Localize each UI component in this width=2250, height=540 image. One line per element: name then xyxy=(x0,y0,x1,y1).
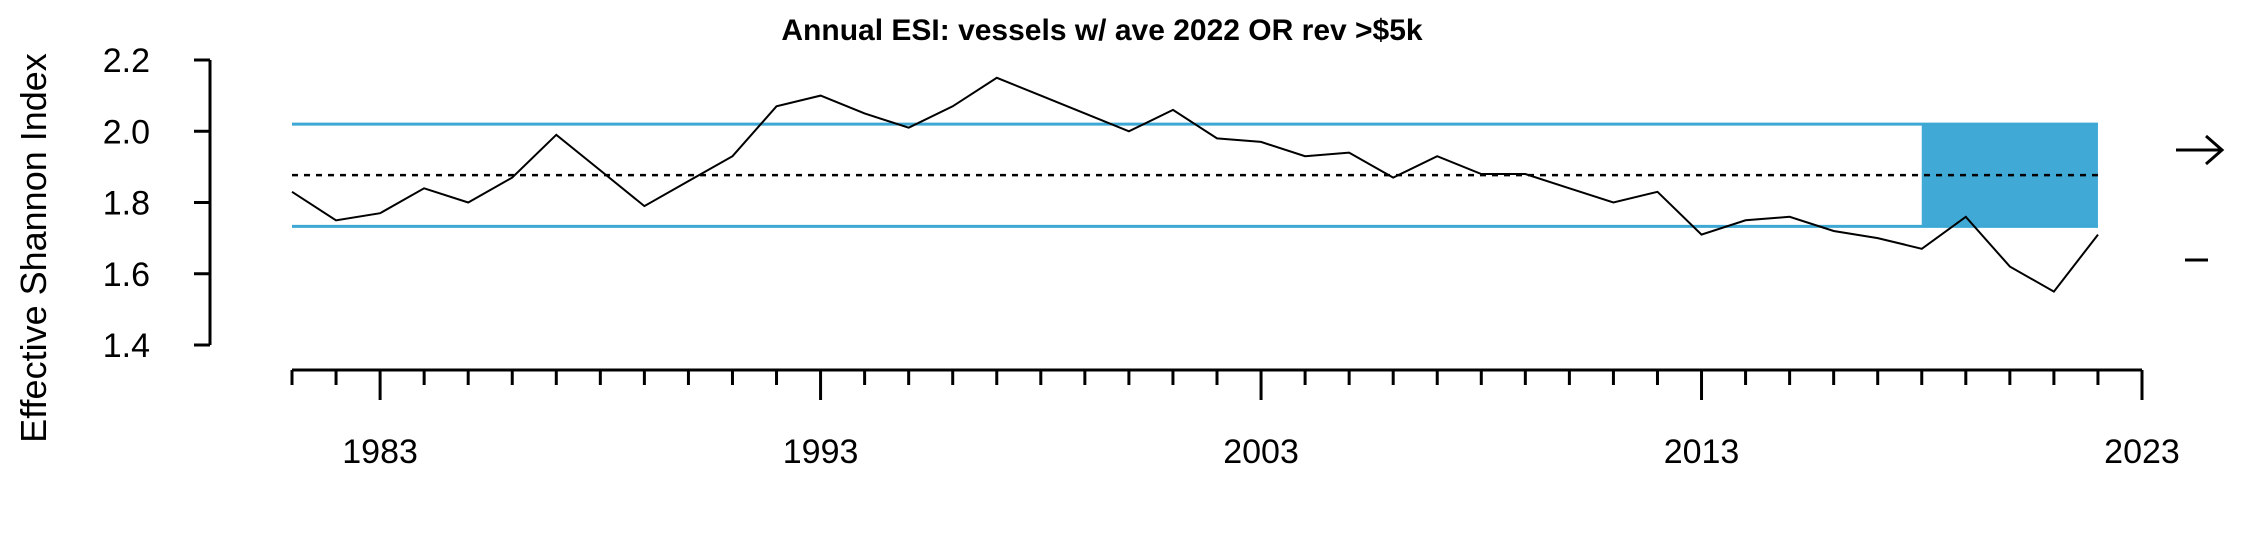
x-tick-label: 1983 xyxy=(342,433,418,471)
series-layer xyxy=(291,76,2099,293)
y-tick-label: 1.6 xyxy=(103,256,150,294)
y-tick-label: 1.4 xyxy=(103,327,150,365)
y-tick-label: 2.0 xyxy=(103,113,150,151)
chart-title: Annual ESI: vessels w/ ave 2022 OR rev >… xyxy=(781,14,1423,47)
x-tick-label: 2023 xyxy=(2104,433,2180,471)
y-axis-label: Effective Shannon Index xyxy=(13,53,54,443)
trend-indicators xyxy=(2176,134,2225,262)
x-tick-label: 2013 xyxy=(1664,433,1740,471)
x-tick-label: 2003 xyxy=(1223,433,1299,471)
x-axis-ticks: 1983 1993 2003 2013 2023 xyxy=(290,370,2180,471)
y-tick-label: 1.8 xyxy=(103,185,150,223)
y-axis-ticks: 1.4 1.6 1.8 2.0 2.2 xyxy=(103,42,210,365)
x-tick-label: 1993 xyxy=(783,433,859,471)
y-tick-label: 2.2 xyxy=(103,42,150,80)
right-arrow-head-icon xyxy=(2205,134,2225,166)
series-line-0 xyxy=(291,76,2099,293)
